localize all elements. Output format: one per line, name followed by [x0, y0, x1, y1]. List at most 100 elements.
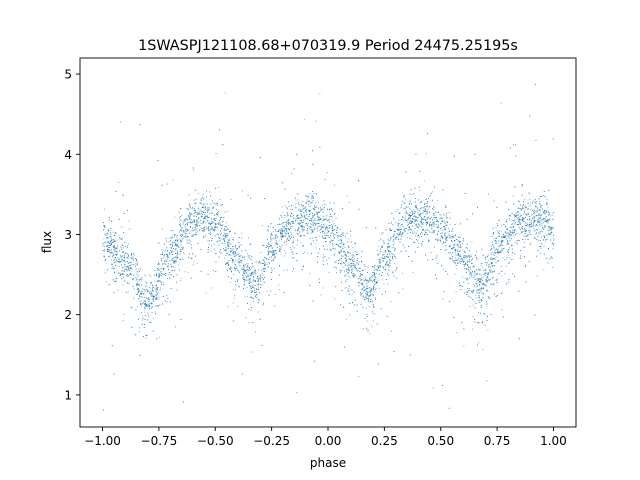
data-point — [469, 306, 471, 307]
data-point — [452, 252, 454, 254]
data-point — [436, 218, 437, 220]
data-point — [412, 231, 414, 233]
data-point — [488, 265, 490, 267]
data-point — [177, 253, 178, 255]
data-point — [345, 252, 347, 254]
data-point — [174, 216, 176, 218]
data-point — [279, 250, 280, 252]
data-point — [546, 221, 548, 223]
data-point — [156, 287, 157, 289]
data-point — [542, 226, 543, 228]
data-point — [237, 261, 239, 263]
data-point — [197, 230, 199, 232]
data-point — [471, 290, 473, 292]
data-point — [221, 221, 223, 223]
data-point — [486, 290, 488, 292]
data-point — [196, 225, 198, 227]
data-point — [202, 214, 203, 215]
data-point — [510, 215, 511, 217]
data-point — [332, 216, 334, 218]
data-point — [272, 231, 274, 233]
data-point — [182, 236, 184, 238]
data-point — [326, 260, 328, 261]
data-point — [183, 401, 184, 403]
data-point — [250, 273, 252, 275]
data-point — [206, 210, 208, 211]
data-point — [238, 261, 240, 263]
data-point — [486, 256, 488, 258]
data-point — [173, 262, 175, 264]
data-point — [503, 248, 505, 250]
data-point — [224, 233, 225, 235]
data-point — [321, 224, 322, 225]
data-point — [488, 264, 490, 266]
data-point — [122, 247, 124, 249]
data-point — [215, 203, 217, 205]
data-point — [543, 269, 545, 271]
data-point — [243, 284, 245, 286]
data-point — [416, 220, 418, 222]
data-point — [544, 236, 545, 238]
data-point — [475, 286, 477, 288]
data-point — [463, 256, 464, 258]
data-point — [301, 225, 303, 227]
data-point — [325, 227, 326, 229]
data-point — [340, 236, 342, 237]
data-point — [267, 262, 269, 264]
data-point — [335, 286, 337, 288]
data-point — [269, 263, 270, 265]
data-point — [546, 198, 548, 200]
data-point — [523, 204, 524, 206]
data-point — [169, 260, 171, 262]
data-point — [388, 264, 390, 266]
data-point — [325, 241, 327, 242]
data-point — [401, 235, 403, 237]
data-point — [493, 245, 495, 247]
data-point — [387, 251, 389, 253]
data-point — [364, 318, 366, 319]
data-point — [528, 218, 530, 220]
data-point — [503, 237, 505, 238]
data-point — [524, 256, 525, 258]
data-point — [428, 206, 430, 208]
data-point — [319, 229, 321, 231]
data-point — [515, 233, 517, 235]
data-point — [153, 317, 154, 319]
data-point — [547, 238, 548, 240]
data-point — [200, 215, 202, 217]
data-point — [449, 230, 450, 232]
data-point — [376, 273, 378, 275]
data-point — [131, 253, 132, 255]
data-point — [353, 242, 355, 244]
data-point — [385, 267, 387, 269]
data-point — [407, 206, 409, 208]
data-point — [374, 274, 376, 275]
data-point — [533, 224, 535, 226]
data-point — [549, 226, 551, 228]
data-point — [409, 216, 411, 217]
data-point — [485, 269, 487, 271]
data-point — [289, 208, 291, 210]
data-point — [344, 263, 345, 264]
data-point — [330, 249, 332, 251]
data-point — [150, 295, 152, 297]
data-point — [463, 251, 465, 252]
data-point — [525, 229, 526, 231]
data-point — [287, 201, 289, 203]
data-point — [319, 282, 320, 283]
data-point — [417, 230, 419, 232]
data-point — [309, 212, 311, 214]
data-point — [310, 229, 312, 231]
data-point — [359, 282, 361, 284]
data-point — [427, 213, 428, 215]
data-point — [547, 219, 549, 221]
data-point — [262, 270, 264, 272]
data-point — [123, 232, 125, 233]
data-point — [104, 225, 106, 227]
data-point — [542, 218, 544, 220]
data-point — [303, 219, 305, 221]
data-point — [315, 236, 317, 238]
data-point — [117, 261, 119, 262]
data-point — [539, 212, 541, 214]
data-point — [396, 268, 397, 270]
